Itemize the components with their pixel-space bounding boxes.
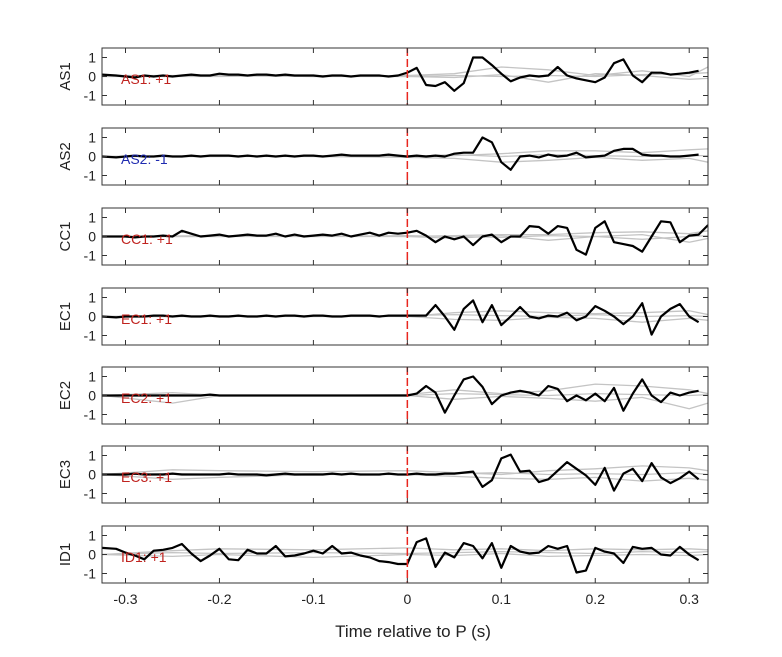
x-tick-label: 0 — [403, 591, 411, 607]
traces — [102, 453, 708, 492]
station-label: EC1 — [57, 302, 74, 331]
y-tick-label: -1 — [84, 88, 97, 104]
background-trace-1 — [102, 547, 708, 556]
main-trace — [102, 453, 700, 492]
main-trace — [102, 299, 700, 336]
traces — [102, 56, 708, 92]
panel-as2: -1 0 1 AS2 AS2: -1 — [57, 127, 709, 186]
y-tick-label: -1 — [84, 407, 97, 423]
y-tick-label: 1 — [88, 448, 96, 464]
y-tick-label: 1 — [88, 50, 96, 66]
x-tick-label: -0.3 — [113, 591, 137, 607]
polarity-label: EC2: +1 — [121, 390, 172, 406]
traces — [102, 136, 708, 171]
y-tick-label: 1 — [88, 210, 96, 226]
panel-ec3: -1 0 1 EC3 EC3: +1 — [57, 445, 709, 504]
y-tick-label: -1 — [84, 486, 97, 502]
traces — [102, 375, 708, 414]
station-label: AS2 — [57, 142, 74, 170]
panel-id1: -1 0 1 ID1 ID1: +1 — [57, 525, 709, 584]
station-label: AS1 — [57, 62, 74, 90]
traces — [102, 537, 708, 574]
main-trace — [102, 375, 699, 414]
y-tick-label: 0 — [88, 149, 96, 165]
x-axis-label: Time relative to P (s) — [335, 622, 491, 641]
background-trace-3 — [102, 72, 708, 78]
y-tick-label: 1 — [88, 528, 96, 544]
y-tick-label: 0 — [88, 309, 96, 325]
y-tick-label: -1 — [84, 328, 97, 344]
main-trace — [102, 136, 699, 171]
polarity-label: EC1: +1 — [121, 311, 172, 327]
x-tick-label: 0.1 — [492, 591, 512, 607]
panel-ec1: -1 0 1 EC1 EC1: +1 — [57, 287, 709, 346]
x-tick-label: 0.2 — [586, 591, 606, 607]
y-tick-label: -1 — [84, 248, 97, 264]
main-trace — [102, 56, 699, 92]
x-tick-label: -0.1 — [301, 591, 325, 607]
y-tick-label: 1 — [88, 369, 96, 385]
x-axis: -0.3 -0.2 -0.1 0 0.1 0.2 0.3 — [113, 591, 699, 607]
station-label: ID1 — [57, 543, 74, 566]
background-trace-2 — [102, 394, 708, 410]
polarity-label: ID1: +1 — [121, 549, 167, 565]
y-tick-label: -1 — [84, 566, 97, 582]
main-trace — [102, 537, 700, 574]
y-tick-label: 0 — [88, 388, 96, 404]
panel-as1: -1 0 1 AS1 AS1: +1 — [57, 47, 709, 106]
traces — [102, 299, 708, 336]
polarity-label: AS1: +1 — [121, 71, 171, 87]
station-label: EC2 — [57, 381, 74, 410]
panels-group: -1 0 1 AS1 AS1: +1 -1 0 1 AS2 AS2: -1 -1 0 1 CC1 CC1: … — [57, 47, 709, 584]
y-tick-label: 1 — [88, 130, 96, 146]
traces — [102, 220, 708, 256]
polarity-label: AS2: -1 — [121, 151, 168, 167]
y-tick-label: 0 — [88, 467, 96, 483]
station-label: CC1 — [57, 221, 74, 251]
panel-ec2: -1 0 1 EC2 EC2: +1 — [57, 366, 709, 425]
panel-cc1: -1 0 1 CC1 CC1: +1 — [57, 207, 709, 266]
background-trace-1 — [102, 465, 708, 476]
y-tick-label: 0 — [88, 69, 96, 85]
polarity-label: EC3: +1 — [121, 469, 172, 485]
polarity-label: CC1: +1 — [121, 231, 173, 247]
x-tick-label: -0.2 — [207, 591, 231, 607]
x-tick-label: 0.3 — [679, 591, 699, 607]
y-tick-label: 1 — [88, 290, 96, 306]
station-label: EC3 — [57, 460, 74, 489]
y-tick-label: 0 — [88, 229, 96, 245]
y-tick-label: 0 — [88, 547, 96, 563]
y-tick-label: -1 — [84, 168, 97, 184]
